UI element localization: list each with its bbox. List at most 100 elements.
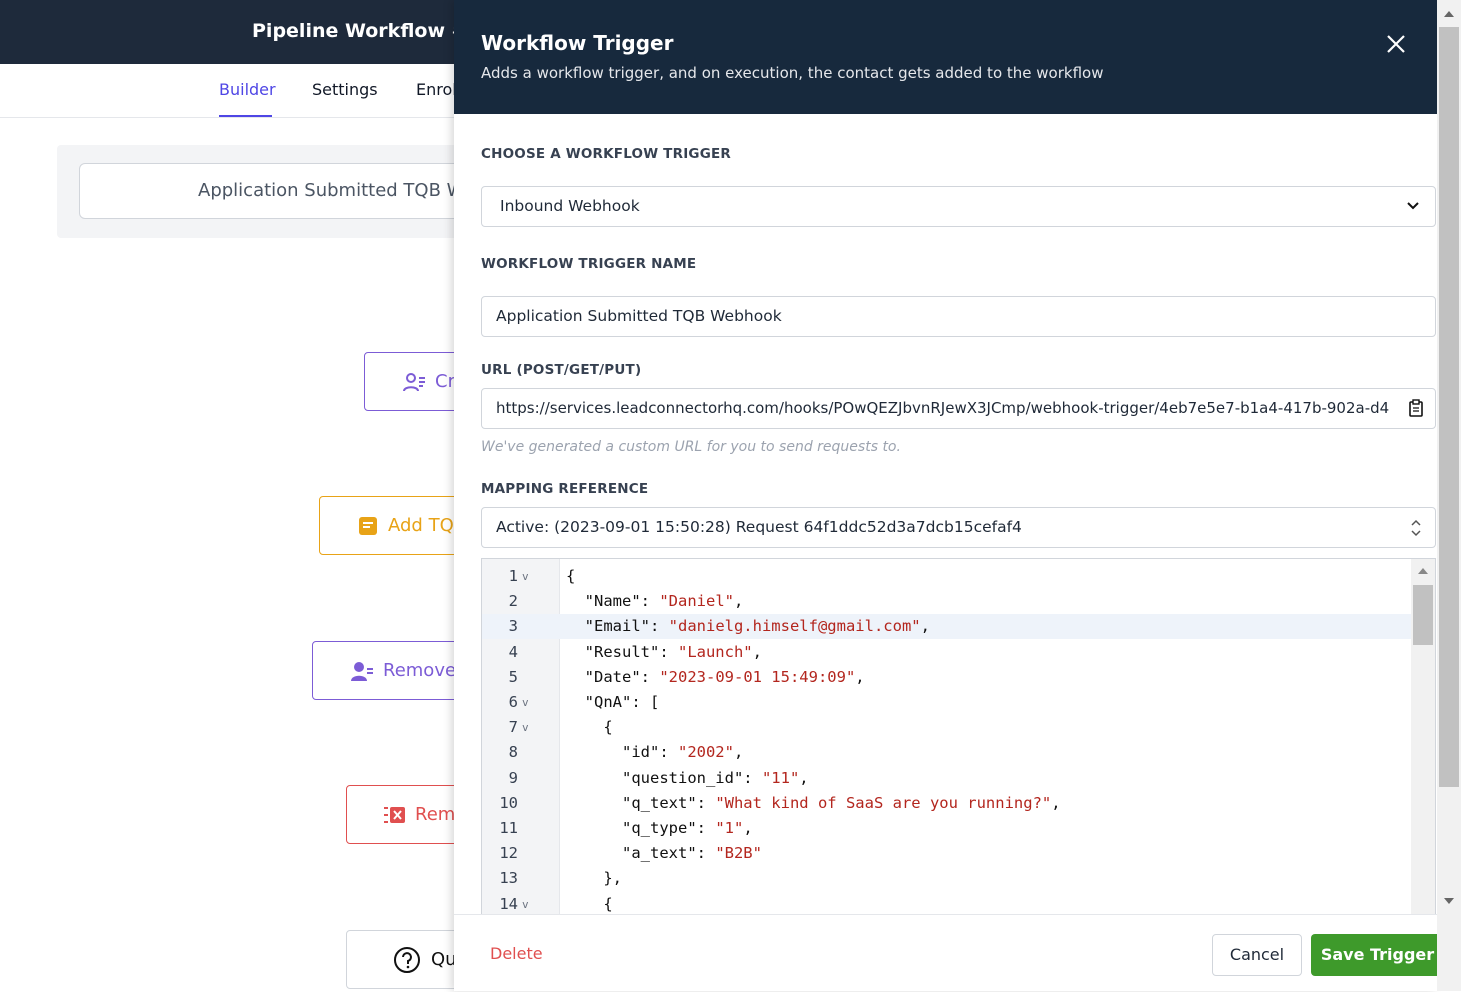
code-text: "q_text": "What kind of SaaS are you run… bbox=[566, 793, 1061, 812]
scroll-thumb[interactable] bbox=[1439, 27, 1459, 787]
line-number: 5 bbox=[508, 667, 518, 686]
code-text: "Name": "Daniel", bbox=[566, 592, 744, 611]
name-input[interactable]: Application Submitted TQB Webhook bbox=[481, 296, 1436, 337]
field-label: URL (POST/GET/PUT) bbox=[481, 362, 642, 378]
code-line: 10 "q_text": "What kind of SaaS are you … bbox=[482, 791, 1435, 816]
code-editor[interactable]: 1 v{2 "Name": "Daniel", 3 "Email": "daniel… bbox=[481, 558, 1436, 914]
icon bbox=[384, 806, 405, 823]
workflow-title: Pipeline Workflow #3 bbox=[252, 20, 481, 42]
input-value: https://services.leadconnectorhq.com/hoo… bbox=[496, 399, 1390, 417]
tab[interactable]: Enrol bbox=[416, 80, 457, 99]
code-text: { bbox=[566, 718, 613, 737]
delete-button[interactable]: Delete bbox=[490, 944, 543, 963]
fold-marker: v bbox=[522, 696, 529, 709]
code-line: 5 "Date": "2023-09-01 15:49:09", bbox=[482, 665, 1435, 690]
field-label: WORKFLOW TRIGGER NAME bbox=[481, 256, 697, 272]
code-text: { bbox=[566, 894, 613, 913]
save-button[interactable]: Save Trigger bbox=[1311, 934, 1444, 976]
line-number: 4 bbox=[508, 642, 518, 661]
string-token: "1" bbox=[715, 819, 744, 837]
code-text: "a_text": "B2B" bbox=[566, 844, 762, 863]
input-value: Application Submitted TQB Webhook bbox=[496, 307, 782, 325]
page-scrollbar bbox=[1437, 0, 1461, 991]
code-line: 8 "id": "2002", bbox=[482, 740, 1435, 765]
scroll-up[interactable] bbox=[1418, 567, 1428, 575]
select-value: Active: (2023-09-01 15:50:28) Request 64… bbox=[496, 518, 1022, 536]
code-line: 2 "Name": "Daniel", bbox=[482, 589, 1435, 614]
tab[interactable]: Builder bbox=[219, 80, 276, 99]
help-text: We've generated a custom URL for you to … bbox=[481, 439, 901, 455]
fold-marker: v bbox=[522, 570, 529, 583]
scroll-up[interactable] bbox=[1444, 10, 1454, 18]
code-text: "question_id": "11", bbox=[566, 768, 809, 787]
action-label: Cr bbox=[435, 371, 455, 392]
string-token: "What kind of SaaS are you running?" bbox=[715, 793, 1052, 812]
code-line: 13 }, bbox=[482, 866, 1435, 891]
cancel-button[interactable]: Cancel bbox=[1212, 934, 1302, 976]
line-number: 3 bbox=[508, 617, 518, 636]
line-number: 6 bbox=[508, 693, 518, 711]
field-label: CHOOSE A WORKFLOW TRIGGER bbox=[481, 146, 731, 162]
string-token: "Daniel" bbox=[659, 592, 734, 611]
code-text: }, bbox=[566, 869, 622, 888]
icon bbox=[403, 372, 425, 391]
code-line: 1 v { bbox=[482, 564, 1435, 589]
tab-underline bbox=[219, 115, 272, 117]
code-text: { bbox=[566, 567, 576, 585]
mapping-select[interactable]: Active: (2023-09-01 15:50:28) Request 64… bbox=[481, 507, 1436, 548]
close-button[interactable] bbox=[1386, 34, 1406, 54]
line-number: 8 bbox=[508, 743, 518, 762]
fold-marker: v bbox=[522, 721, 529, 735]
code-text: "Email": "danielg.himself@gmail.com", bbox=[566, 617, 930, 636]
line-number: 13 bbox=[499, 869, 518, 888]
field-label: MAPPING REFERENCE bbox=[481, 481, 649, 497]
code-text: "Date": "2023-09-01 15:49:09", bbox=[566, 667, 865, 686]
code-text: "id": "2002", bbox=[566, 743, 744, 762]
action-label: Remove bbox=[383, 660, 457, 681]
line-number: 10 bbox=[499, 793, 518, 812]
string-token: "Launch" bbox=[677, 642, 753, 661]
code-line: 11 "q_type": "1", bbox=[482, 816, 1435, 841]
line-number: 14 bbox=[499, 894, 518, 913]
string-token: "danielg.himself@gmail.com" bbox=[668, 617, 921, 636]
panel-footer: Delete Cancel Save Trigger bbox=[454, 914, 1444, 992]
code-text: "q_type": "1", bbox=[566, 819, 753, 837]
string-token: "11" bbox=[761, 768, 800, 787]
action-label: Qu bbox=[431, 949, 457, 970]
string-token: "2023-09-01 15:49:09" bbox=[659, 667, 856, 686]
panel-subtitle: Adds a workflow trigger, and on executio… bbox=[481, 64, 1104, 82]
code-line: 14 v { bbox=[482, 892, 1435, 914]
trigger-select[interactable]: Inbound Webhook bbox=[481, 186, 1436, 227]
code-line: 9 "question_id": "11", bbox=[482, 766, 1435, 791]
scroll-thumb[interactable] bbox=[1413, 585, 1433, 645]
line-number: 1 bbox=[508, 567, 518, 585]
line-number: 9 bbox=[508, 768, 518, 787]
code-text: "QnA": [ bbox=[566, 693, 660, 711]
icon bbox=[359, 516, 377, 535]
string-token: "B2B" bbox=[715, 844, 762, 863]
line-number: 12 bbox=[499, 844, 518, 863]
code-text: "Result": "Launch", bbox=[566, 642, 762, 661]
url-input[interactable]: https://services.leadconnectorhq.com/hoo… bbox=[481, 388, 1436, 429]
string-token: "2002" bbox=[677, 743, 734, 762]
action-label: Rem bbox=[415, 804, 456, 825]
code-line: 4 "Result": "Launch", bbox=[482, 640, 1435, 665]
line-number: 2 bbox=[508, 592, 518, 611]
scroll-down[interactable] bbox=[1444, 897, 1454, 905]
code-line: 3 "Email": "danielg.himself@gmail.com", bbox=[482, 614, 1435, 640]
line-number: 7 bbox=[508, 718, 518, 737]
trigger-panel: Workflow Trigger Adds a workflow trigger… bbox=[454, 0, 1444, 992]
copy-button[interactable] bbox=[1409, 399, 1423, 417]
panel-header: Workflow Trigger Adds a workflow trigger… bbox=[454, 0, 1437, 114]
line-number: 11 bbox=[499, 819, 518, 837]
scrollbar bbox=[1411, 559, 1435, 914]
tab[interactable]: Settings bbox=[312, 80, 378, 99]
select-value: Inbound Webhook bbox=[500, 197, 640, 215]
icon bbox=[394, 946, 420, 973]
action-label: Add TQ bbox=[388, 515, 454, 536]
chevron bbox=[1411, 519, 1421, 537]
